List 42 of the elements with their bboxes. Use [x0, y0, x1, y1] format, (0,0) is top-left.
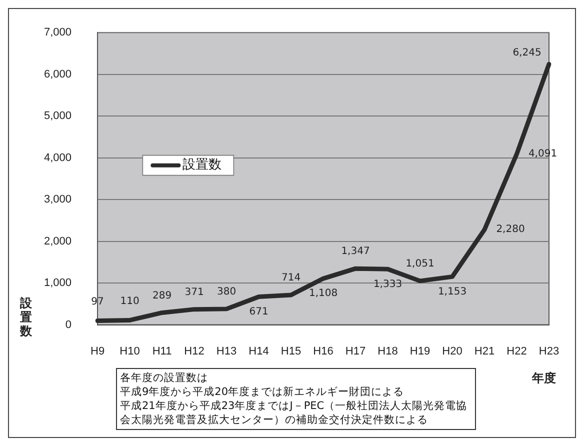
text: 平成21年度から平成23年度まではJ－PEC（一般社団法人太陽光発電協会太陽光発電普及拡大センター）の補助金交付決定件数による: [120, 399, 468, 427]
data-label: 1,108: [308, 288, 338, 300]
x-tick-label: H17: [345, 345, 366, 358]
y-tick-label: 3,000: [44, 194, 72, 206]
y-tick-label: 7,000: [44, 26, 72, 39]
x-tick-label: H19: [410, 345, 430, 358]
data-label: 1,051: [406, 258, 434, 270]
x-tick-label: H18: [378, 345, 398, 358]
x-tick-label: H11: [152, 345, 172, 358]
legend-label: 設置数: [182, 158, 222, 173]
x-tick-label: H21: [474, 345, 495, 358]
x-tick-label: H15: [280, 345, 302, 358]
y-tick-label: 4,000: [44, 152, 72, 164]
x-axis-title: 年度: [532, 370, 556, 387]
x-tick-label: H14: [248, 345, 269, 358]
text: 平成9年度から平成20年度までは新エネルギー財団による: [120, 385, 406, 399]
data-label: 110: [120, 296, 140, 307]
data-label: 1,153: [438, 286, 467, 298]
data-label: 371: [184, 286, 204, 298]
x-tick-label: H22: [506, 345, 527, 358]
text: 各年度の設置数は: [120, 371, 209, 385]
x-tick-label: H20: [442, 345, 462, 358]
data-label: 714: [281, 272, 301, 284]
data-label: 380: [216, 286, 236, 298]
x-tick-label: H9: [90, 345, 105, 358]
x-tick-label: H16: [313, 345, 334, 358]
data-label: 2,280: [496, 224, 525, 236]
data-label: 289: [152, 290, 172, 302]
y-tick-label: 2,000: [44, 235, 72, 248]
data-label: 671: [249, 306, 268, 318]
x-tick-label: H10: [120, 345, 140, 358]
y-tick-label: 6,000: [44, 68, 72, 80]
x-tick-label: H23: [538, 345, 560, 358]
y-tick-label: 5,000: [44, 110, 72, 122]
y-tick-label: 0: [65, 318, 72, 331]
y-axis-title: 設置数: [20, 296, 33, 338]
data-label: 1,347: [341, 246, 370, 258]
x-tick-label: H12: [184, 345, 204, 358]
data-label: 1,333: [373, 278, 402, 290]
x-tick-label: H13: [216, 345, 237, 358]
data-label: 6,245: [512, 48, 542, 59]
y-tick-label: 1,000: [44, 277, 72, 290]
